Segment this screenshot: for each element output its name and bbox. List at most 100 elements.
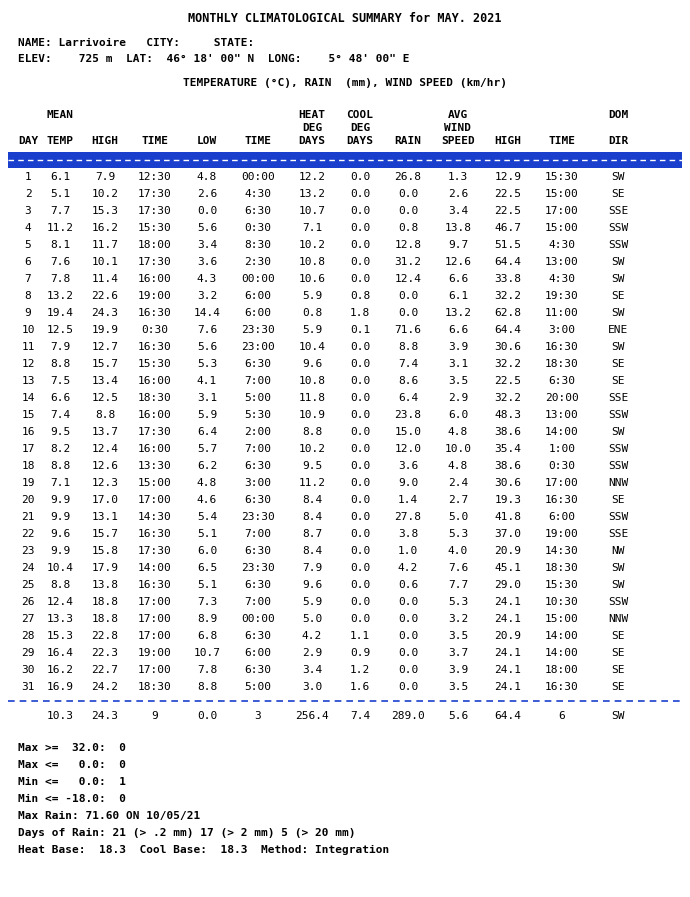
Text: SSE: SSE [608,393,628,403]
Text: 5.9: 5.9 [302,291,322,301]
Text: 0.0: 0.0 [398,614,418,624]
Text: 0.0: 0.0 [350,189,370,199]
Text: 12.4: 12.4 [92,444,119,454]
Text: 64.4: 64.4 [495,257,522,267]
Text: TIME: TIME [244,136,271,146]
Text: 6.0: 6.0 [448,410,468,420]
Text: 17:00: 17:00 [138,597,172,607]
Text: 12: 12 [21,359,34,369]
Text: 0.0: 0.0 [350,393,370,403]
Text: 0.0: 0.0 [350,478,370,488]
Text: ELEV:    725 m  LAT:  46° 18' 00" N  LONG:    5° 48' 00" E: ELEV: 725 m LAT: 46° 18' 00" N LONG: 5° … [18,54,409,64]
Text: 0.0: 0.0 [350,223,370,233]
Text: 16:30: 16:30 [138,580,172,590]
Text: 10.4: 10.4 [46,563,74,573]
Text: 41.8: 41.8 [495,512,522,522]
Text: 12.5: 12.5 [46,325,74,335]
Text: 12.4: 12.4 [395,274,422,284]
Text: 0.0: 0.0 [350,410,370,420]
Text: 26: 26 [21,597,34,607]
Text: 3.6: 3.6 [197,257,217,267]
Text: 18: 18 [21,461,34,471]
Text: 19:00: 19:00 [545,529,579,539]
Text: 18.8: 18.8 [92,614,119,624]
Text: 8.8: 8.8 [50,580,70,590]
Text: 5:00: 5:00 [244,682,271,692]
Text: SSW: SSW [608,410,628,420]
Text: 6.1: 6.1 [50,172,70,182]
Text: 17:30: 17:30 [138,206,172,216]
Text: 7.8: 7.8 [50,274,70,284]
Text: 3.2: 3.2 [197,291,217,301]
Text: 12.3: 12.3 [92,478,119,488]
Text: 4.8: 4.8 [448,461,468,471]
Text: 19:00: 19:00 [138,648,172,658]
Text: 5.9: 5.9 [302,597,322,607]
Text: 12.4: 12.4 [46,597,74,607]
Text: DEG: DEG [302,123,322,133]
Text: 10.4: 10.4 [299,342,326,352]
Text: 15.3: 15.3 [92,206,119,216]
Text: 0.0: 0.0 [350,376,370,386]
Text: 6:30: 6:30 [549,376,575,386]
Text: 38.6: 38.6 [495,461,522,471]
Text: 0.0: 0.0 [398,597,418,607]
Text: SSW: SSW [608,461,628,471]
Text: 10.3: 10.3 [46,711,74,721]
Text: 7.7: 7.7 [50,206,70,216]
Text: 6:30: 6:30 [244,495,271,505]
Text: 3.0: 3.0 [302,682,322,692]
Text: SE: SE [611,665,624,675]
Text: 0.0: 0.0 [350,597,370,607]
Text: 18:30: 18:30 [545,563,579,573]
Text: 0:30: 0:30 [244,223,271,233]
Text: 14.4: 14.4 [193,308,221,318]
Text: 2.4: 2.4 [448,478,468,488]
Text: 0.0: 0.0 [350,529,370,539]
Text: 5.3: 5.3 [448,529,468,539]
Text: HIGH: HIGH [495,136,522,146]
Text: 5.1: 5.1 [50,189,70,199]
Text: 4.8: 4.8 [448,427,468,437]
Text: 13: 13 [21,376,34,386]
Text: NNW: NNW [608,614,628,624]
Text: 7.4: 7.4 [50,410,70,420]
Text: 9: 9 [25,308,31,318]
Text: 30.6: 30.6 [495,342,522,352]
Text: 8.8: 8.8 [50,359,70,369]
Text: SSE: SSE [608,529,628,539]
Text: 00:00: 00:00 [241,172,275,182]
Text: 27.8: 27.8 [395,512,422,522]
Text: 16:00: 16:00 [138,444,172,454]
Text: MONTHLY CLIMATOLOGICAL SUMMARY for MAY. 2021: MONTHLY CLIMATOLOGICAL SUMMARY for MAY. … [188,12,502,25]
Text: 6:30: 6:30 [244,580,271,590]
Text: DAYS: DAYS [299,136,326,146]
Text: 11.2: 11.2 [46,223,74,233]
Text: 10.9: 10.9 [299,410,326,420]
Text: 5.1: 5.1 [197,580,217,590]
Text: 3.6: 3.6 [398,461,418,471]
Text: 6.0: 6.0 [197,546,217,556]
Text: 18:00: 18:00 [545,665,579,675]
Text: 0.0: 0.0 [350,274,370,284]
Text: 17:30: 17:30 [138,427,172,437]
Text: 10: 10 [21,325,34,335]
Text: 20:00: 20:00 [545,393,579,403]
Text: SW: SW [611,257,624,267]
Text: 15:00: 15:00 [545,223,579,233]
Text: 8.4: 8.4 [302,495,322,505]
Text: SSW: SSW [608,223,628,233]
Text: 0.6: 0.6 [398,580,418,590]
Text: 1: 1 [25,172,31,182]
Text: 14: 14 [21,393,34,403]
Text: 3:00: 3:00 [549,325,575,335]
Text: 15:30: 15:30 [138,359,172,369]
Text: 8.6: 8.6 [398,376,418,386]
Text: Min <=   0.0:  1: Min <= 0.0: 1 [18,777,126,787]
Text: 5:30: 5:30 [244,410,271,420]
Text: 5.6: 5.6 [448,711,468,721]
Text: 1.8: 1.8 [350,308,370,318]
Text: 13.1: 13.1 [92,512,119,522]
Text: 0.0: 0.0 [350,512,370,522]
Text: 9.6: 9.6 [302,359,322,369]
